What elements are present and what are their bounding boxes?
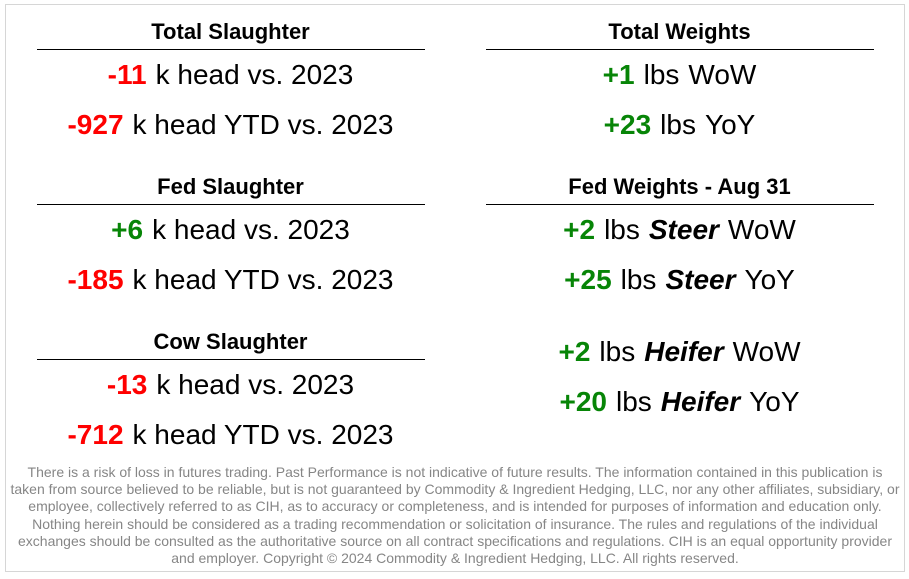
metric-row: +1 lbs WoW [455,50,904,100]
metric-value: +6 [111,214,144,245]
metric-period: YoY [704,109,756,140]
metric-value: -13 [106,369,148,400]
metric-period: YoY [749,386,800,417]
metric-unit: lbs [660,109,696,140]
metric-value: -11 [107,59,147,90]
metric-row: +2 lbs Heifer WoW [455,327,904,377]
metric-category: Steer [648,214,719,245]
section-title-total-slaughter: Total Slaughter [36,19,425,50]
section-title-fed-weights: Fed Weights - Aug 31 [485,174,874,205]
section-title-cow-slaughter: Cow Slaughter [36,329,425,360]
weights-column: Total Weights +1 lbs WoW +23 lbs YoY [455,19,904,460]
section-total-slaughter: Total Slaughter -11 k head vs. 2023 -927… [6,19,455,150]
metric-unit: lbs [643,59,680,90]
metric-period: WoW [732,336,801,367]
section-title-fed-slaughter: Fed Slaughter [36,174,425,205]
metric-value: -927 [67,109,124,140]
metric-unit: lbs [620,264,657,295]
metric-unit: k head YTD vs. 2023 [132,109,394,140]
metric-row: -927 k head YTD vs. 2023 [6,100,455,150]
metric-unit: k head YTD vs. 2023 [132,264,394,295]
metric-category: Heifer [660,386,741,417]
metric-value: -712 [67,419,124,450]
metric-value: +2 [558,336,591,367]
metric-category: Steer [665,264,736,295]
report-content: Total Slaughter -11 k head vs. 2023 -927… [6,5,904,571]
metric-category: Heifer [644,336,724,367]
metric-row: -13 k head vs. 2023 [6,360,455,410]
section-fed-weights: Fed Weights - Aug 31 +2 lbs Steer WoW +2… [455,174,904,427]
metric-period: WoW [727,214,796,245]
metric-period: WoW [688,59,757,90]
report-frame: Total Slaughter -11 k head vs. 2023 -927… [5,4,905,572]
metric-row: +2 lbs Steer WoW [455,205,904,255]
metric-unit: k head YTD vs. 2023 [132,419,394,450]
legal-disclaimer: There is a risk of loss in futures tradi… [10,464,900,567]
metric-value: +2 [563,214,596,245]
slaughter-column: Total Slaughter -11 k head vs. 2023 -927… [6,19,455,460]
metric-unit: k head vs. 2023 [156,369,355,400]
metric-value: +25 [564,264,612,295]
metric-row: +23 lbs YoY [455,100,904,150]
metric-row: -712 k head YTD vs. 2023 [6,410,455,460]
metric-row: -11 k head vs. 2023 [6,50,455,100]
metric-unit: k head vs. 2023 [152,214,350,245]
metric-value: -185 [67,264,124,295]
metric-row: +6 k head vs. 2023 [6,205,455,255]
metric-unit: lbs [599,336,636,367]
metric-unit: k head vs. 2023 [155,59,354,90]
section-title-total-weights: Total Weights [485,19,874,50]
metric-row: +20 lbs Heifer YoY [455,377,904,427]
section-total-weights: Total Weights +1 lbs WoW +23 lbs YoY [455,19,904,150]
metric-value: +1 [602,59,635,90]
section-fed-slaughter: Fed Slaughter +6 k head vs. 2023 -185 k … [6,174,455,305]
metrics-columns: Total Slaughter -11 k head vs. 2023 -927… [6,19,904,460]
metric-value: +23 [603,109,652,140]
metric-unit: lbs [604,214,640,245]
metric-value: +20 [559,386,607,417]
metric-row: +25 lbs Steer YoY [455,255,904,305]
metric-row: -185 k head YTD vs. 2023 [6,255,455,305]
section-cow-slaughter: Cow Slaughter -13 k head vs. 2023 -712 k… [6,329,455,460]
metric-unit: lbs [615,386,652,417]
metric-period: YoY [744,264,795,295]
heifer-rows-group: +2 lbs Heifer WoW +20 lbs Heifer YoY [455,327,904,427]
